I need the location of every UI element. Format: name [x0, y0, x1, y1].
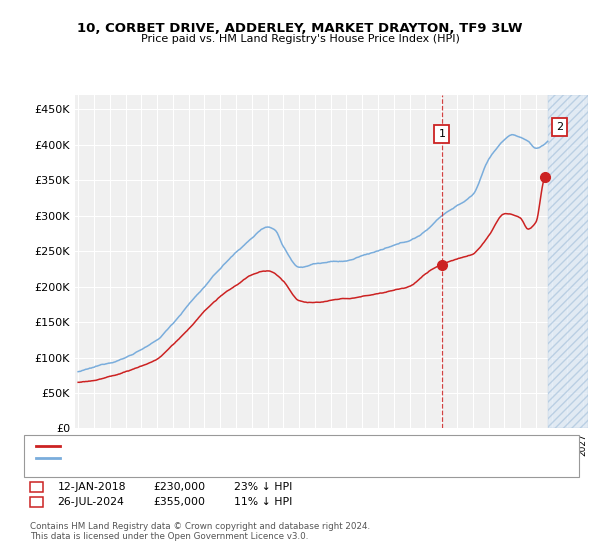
Text: 26-JUL-2024: 26-JUL-2024	[58, 497, 124, 507]
Text: 2: 2	[34, 497, 41, 507]
Text: £230,000: £230,000	[153, 482, 205, 492]
Text: 12-JAN-2018: 12-JAN-2018	[58, 482, 126, 492]
Text: 10, CORBET DRIVE, ADDERLEY, MARKET DRAYTON, TF9 3LW: 10, CORBET DRIVE, ADDERLEY, MARKET DRAYT…	[77, 22, 523, 35]
Text: Contains HM Land Registry data © Crown copyright and database right 2024.
This d: Contains HM Land Registry data © Crown c…	[30, 522, 370, 542]
Text: 10, CORBET DRIVE, ADDERLEY, MARKET DRAYTON, TF9 3LW (detached house): 10, CORBET DRIVE, ADDERLEY, MARKET DRAYT…	[63, 441, 453, 451]
Text: 1: 1	[439, 129, 445, 139]
Text: 11% ↓ HPI: 11% ↓ HPI	[234, 497, 292, 507]
Text: 2: 2	[556, 122, 563, 132]
Text: Price paid vs. HM Land Registry's House Price Index (HPI): Price paid vs. HM Land Registry's House …	[140, 34, 460, 44]
Text: 1: 1	[34, 482, 41, 492]
Text: £355,000: £355,000	[153, 497, 205, 507]
Text: 23% ↓ HPI: 23% ↓ HPI	[234, 482, 292, 492]
Text: HPI: Average price, detached house, Shropshire: HPI: Average price, detached house, Shro…	[63, 452, 301, 463]
